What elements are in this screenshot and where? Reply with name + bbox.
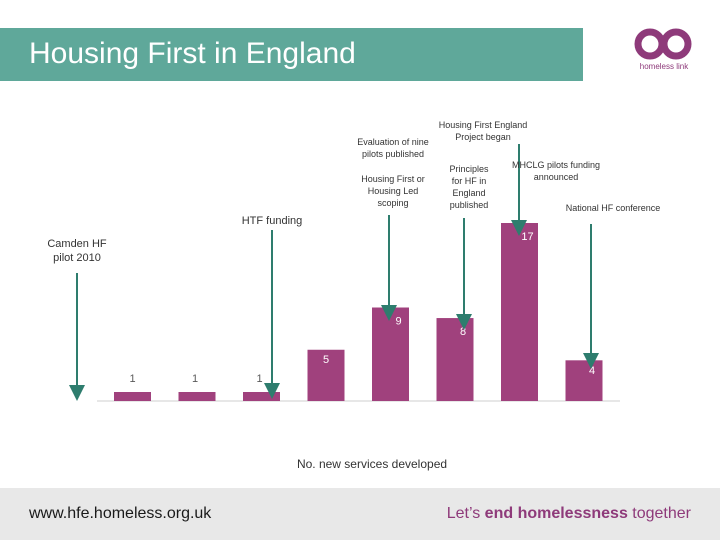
annotation-4-line-0: Principles bbox=[449, 164, 489, 174]
title-bar: Housing First in England bbox=[0, 28, 583, 81]
annotation-6-line-1: announced bbox=[534, 172, 579, 182]
annotation-2: Evaluation of nine pilots published bbox=[357, 137, 429, 159]
data-label-2015: 8 bbox=[460, 326, 466, 338]
annotation-7: National HF conference bbox=[566, 203, 661, 213]
data-label-2014: 9 bbox=[395, 316, 401, 328]
annotation-3-line-2: scoping bbox=[377, 198, 408, 208]
logo: homeless link bbox=[634, 28, 694, 76]
annotation-6-line-0: MHCLG pilots funding bbox=[512, 160, 600, 170]
annotation-5-line-1: Project began bbox=[455, 132, 511, 142]
data-label-2011: 1 bbox=[192, 373, 198, 385]
data-label-2010: 1 bbox=[129, 373, 135, 385]
data-label-2012: 1 bbox=[256, 373, 262, 385]
annotation-3-line-0: Housing First or bbox=[361, 174, 425, 184]
annotation-2-line-0: Evaluation of nine bbox=[357, 137, 429, 147]
data-label-2016: 17 bbox=[521, 231, 533, 243]
footer-slogan: Let’s end homelessness together bbox=[447, 505, 691, 523]
annotation-3-line-1: Housing Led bbox=[368, 186, 419, 196]
bar-2017 bbox=[565, 360, 603, 401]
bar-2011 bbox=[178, 392, 216, 401]
bar-2013 bbox=[307, 349, 345, 401]
footer: www.hfe.homeless.org.uk Let’s end homele… bbox=[0, 488, 720, 540]
x-axis-label: No. new services developed bbox=[297, 457, 447, 471]
slogan-post: together bbox=[627, 505, 691, 522]
bar-2010 bbox=[114, 392, 151, 401]
bar-2014 bbox=[372, 307, 409, 401]
annotation-7-line-0: National HF conference bbox=[566, 203, 661, 213]
page-title: Housing First in England bbox=[29, 37, 356, 70]
annotation-3: Housing First or Housing Led scoping bbox=[361, 174, 425, 208]
annotation-0-line-0: Camden HF bbox=[47, 238, 107, 250]
data-label-2013: 5 bbox=[323, 354, 329, 366]
bar-2012 bbox=[243, 392, 280, 401]
slogan-pre: Let’s bbox=[446, 505, 485, 522]
bar-chart: 1 1 1 5 9 8 17 4 No. new services developed Camde… bbox=[47, 120, 661, 471]
annotation-5: Housing First England Project began bbox=[439, 120, 528, 142]
annotation-4-line-3: published bbox=[450, 200, 489, 210]
logo-text: homeless link bbox=[639, 62, 689, 71]
annotation-5-line-0: Housing First England bbox=[439, 120, 528, 130]
annotation-4-line-2: England bbox=[452, 188, 485, 198]
data-label-2017: 4 bbox=[589, 365, 595, 377]
annotation-6: MHCLG pilots funding announced bbox=[512, 160, 600, 182]
bar-2015 bbox=[436, 318, 474, 401]
annotation-4-line-1: for HF in bbox=[452, 176, 487, 186]
bar-2016 bbox=[501, 223, 538, 401]
annotation-1-line-0: HTF funding bbox=[242, 215, 303, 227]
annotation-4: Principles for HF in England published bbox=[449, 164, 489, 210]
annotation-1: HTF funding bbox=[242, 215, 303, 227]
slogan-bold: end homelessness bbox=[484, 505, 628, 522]
annotation-0: Camden HF pilot 2010 bbox=[47, 238, 107, 264]
annotation-2-line-1: pilots published bbox=[362, 149, 424, 159]
footer-url[interactable]: www.hfe.homeless.org.uk bbox=[29, 505, 212, 522]
infinity-logo-icon bbox=[634, 28, 692, 60]
annotation-0-line-1: pilot 2010 bbox=[53, 252, 101, 264]
